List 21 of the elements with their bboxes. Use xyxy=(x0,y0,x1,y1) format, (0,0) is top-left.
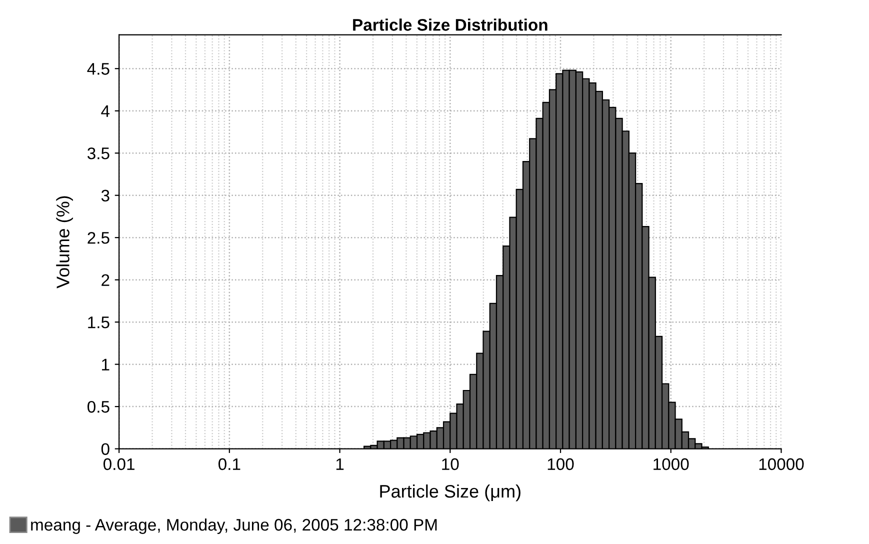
x-tick-label: 10 xyxy=(442,458,459,470)
x-axis-title: Particle Size (μm) xyxy=(380,484,520,502)
y-tick-label: 1.5 xyxy=(88,316,110,328)
y-tick-label: 2 xyxy=(102,274,110,286)
x-tick-label: 0.1 xyxy=(218,458,240,470)
chart-title: Particle Size Distribution xyxy=(353,18,548,31)
x-tick-label: 10000 xyxy=(759,458,804,470)
x-tick-label: 1 xyxy=(336,458,344,470)
x-tick-label: 0.01 xyxy=(103,458,134,470)
legend-label: meang - Average, Monday, June 06, 2005 12:38:00 PM xyxy=(31,518,437,534)
y-tick-label: 4.5 xyxy=(87,63,110,75)
y-tick-label: 0.5 xyxy=(88,400,110,413)
y-tick-label: 3 xyxy=(101,190,110,202)
y-tick-label: 1 xyxy=(102,358,110,370)
y-tick-label: 4 xyxy=(101,105,110,117)
y-tick-label: 2.5 xyxy=(88,232,110,244)
y-axis-title: Volume (%) xyxy=(56,196,73,288)
x-tick-label: 1000 xyxy=(654,458,689,470)
x-tick-label: 100 xyxy=(548,458,574,470)
y-tick-label: 3.5 xyxy=(87,148,110,160)
y-tick-label: 0 xyxy=(101,443,110,456)
